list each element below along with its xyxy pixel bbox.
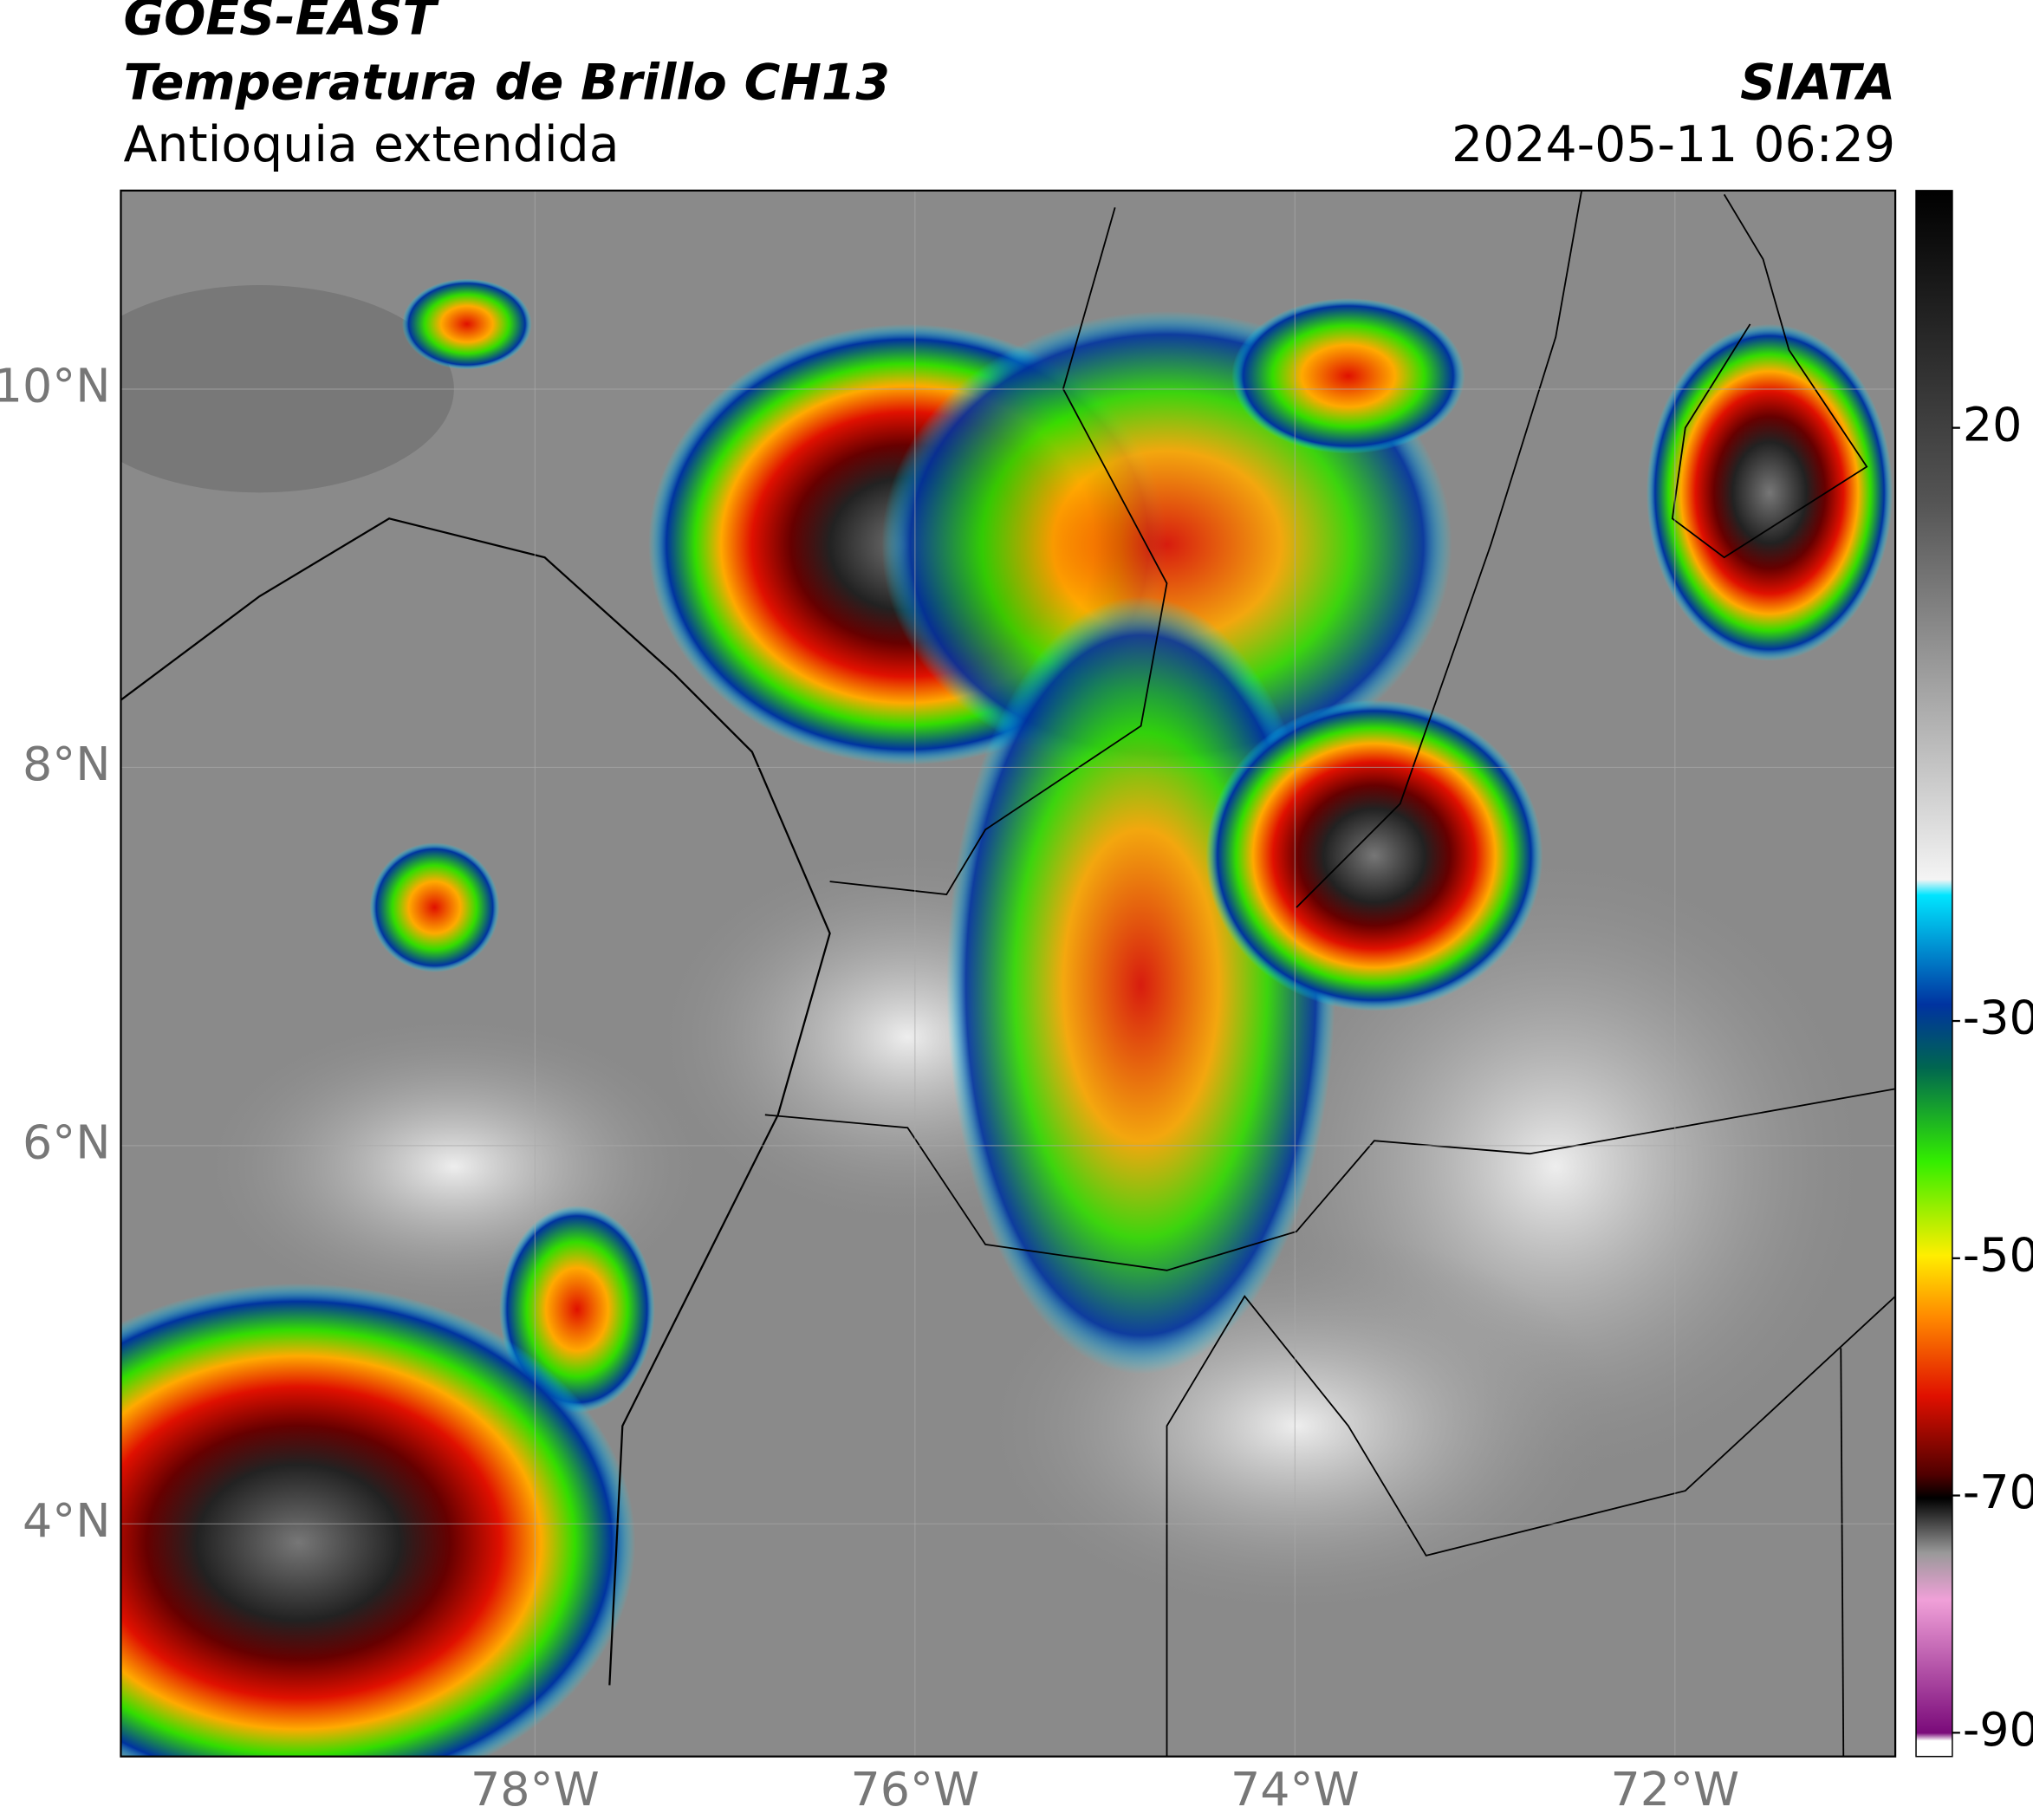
lat-tick-label: 6°N [23, 1115, 110, 1170]
subtitle: Temperatura de Brillo CH13 [123, 54, 890, 111]
lat-tick-label: 4°N [23, 1493, 110, 1548]
satellite-image [120, 190, 1896, 1757]
colorbar-tick-label: -30 [1963, 991, 2033, 1045]
source: SIATA [1740, 54, 1895, 111]
map-frame [120, 189, 1897, 1758]
lon-tick-label: 72°W [1610, 1762, 1739, 1817]
lon-tick-label: 76°W [851, 1762, 980, 1817]
lon-tick-label: 78°W [471, 1762, 600, 1817]
title: GOES-EAST [123, 0, 439, 47]
graticule [120, 190, 1896, 1757]
colorbar-tick-label: -70 [1963, 1465, 2033, 1519]
colorbar-tick-label: -50 [1963, 1227, 2033, 1282]
region: Antioquia extendida [123, 116, 619, 173]
colorbar-tick-label: -90 [1963, 1702, 2033, 1757]
colorbar [1915, 190, 1953, 1758]
datetime: 2024-05-11 06:29 [1452, 116, 1895, 173]
colorbar-tick-label: 20 [1963, 397, 2023, 452]
lat-tick-label: 8°N [23, 737, 110, 791]
lat-tick-label: 10°N [0, 359, 110, 413]
lon-tick-label: 74°W [1231, 1762, 1360, 1817]
